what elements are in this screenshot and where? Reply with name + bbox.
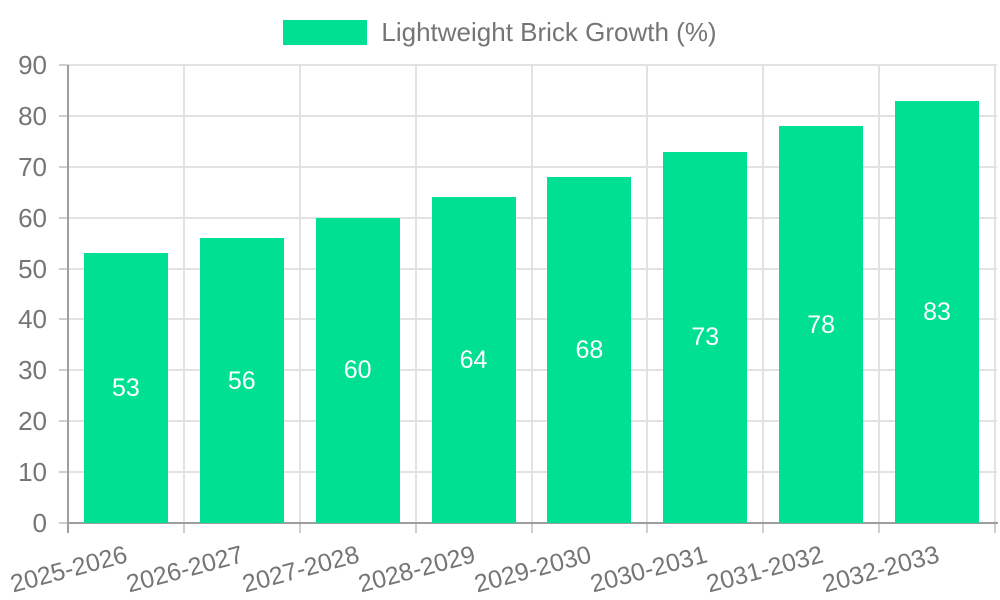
y-axis-tick bbox=[59, 267, 68, 270]
bar-value-label: 60 bbox=[343, 356, 372, 385]
x-tick-label: 2028-2029 bbox=[355, 540, 479, 599]
bar-value-label: 53 bbox=[112, 374, 140, 403]
y-axis-tick bbox=[59, 165, 68, 168]
x-axis-tick bbox=[762, 523, 765, 533]
bar[interactable] bbox=[547, 176, 632, 523]
y-tick-label: 90 bbox=[18, 50, 47, 80]
y-tick-label: 70 bbox=[18, 151, 47, 182]
y-gridline bbox=[68, 216, 997, 219]
x-axis-tick bbox=[298, 523, 301, 533]
x-tick-label: 2025-2026 bbox=[7, 540, 131, 599]
bar[interactable] bbox=[199, 238, 284, 523]
bar-value-label: 73 bbox=[691, 323, 720, 352]
bar[interactable] bbox=[895, 100, 980, 523]
y-tick-label: 10 bbox=[18, 457, 47, 488]
y-axis-tick bbox=[59, 114, 68, 117]
legend-item[interactable]: Lightweight Brick Growth (%) bbox=[0, 17, 1000, 48]
y-axis-tick bbox=[59, 64, 68, 66]
y-tick-label: 40 bbox=[18, 304, 47, 335]
x-gridline bbox=[414, 65, 417, 523]
legend-label: Lightweight Brick Growth (%) bbox=[381, 17, 717, 47]
y-gridline bbox=[68, 165, 997, 168]
bar-value-label: 83 bbox=[923, 297, 951, 326]
bar[interactable] bbox=[431, 197, 516, 523]
y-tick-label: 0 bbox=[32, 508, 47, 538]
x-tick-label: 2027-2028 bbox=[239, 540, 363, 599]
x-tick-label: 2032-2033 bbox=[818, 540, 942, 599]
y-gridline bbox=[68, 267, 997, 270]
y-axis-tick bbox=[59, 471, 68, 474]
x-gridline bbox=[994, 65, 996, 523]
x-axis-tick bbox=[182, 523, 185, 533]
bar[interactable] bbox=[315, 217, 400, 523]
y-tick-label: 60 bbox=[18, 202, 47, 233]
y-gridline bbox=[68, 64, 997, 66]
y-tick-label: 30 bbox=[18, 355, 47, 386]
x-axis-tick bbox=[994, 523, 996, 533]
x-axis-tick bbox=[530, 523, 533, 533]
bar-value-label: 68 bbox=[575, 335, 604, 364]
x-gridline bbox=[298, 65, 301, 523]
bar-value-label: 64 bbox=[459, 346, 488, 375]
y-gridline bbox=[68, 114, 997, 117]
bar[interactable] bbox=[779, 126, 864, 523]
bar-value-label: 78 bbox=[807, 310, 836, 339]
x-tick-label: 2030-2031 bbox=[587, 540, 710, 599]
x-gridline bbox=[646, 65, 649, 523]
bar-value-label: 56 bbox=[227, 366, 256, 395]
y-gridline bbox=[68, 369, 997, 372]
y-axis-tick bbox=[59, 420, 68, 423]
x-gridline bbox=[530, 65, 533, 523]
x-tick-label: 2029-2030 bbox=[471, 540, 595, 599]
bar[interactable] bbox=[663, 151, 748, 523]
y-axis-tick bbox=[59, 216, 68, 219]
y-axis-tick bbox=[59, 522, 68, 524]
y-axis-tick bbox=[59, 369, 68, 372]
x-gridline bbox=[878, 65, 881, 523]
y-axis-line bbox=[67, 65, 69, 533]
x-tick-label: 2031-2032 bbox=[703, 540, 826, 599]
x-axis-tick bbox=[646, 523, 649, 533]
y-gridline bbox=[68, 318, 997, 321]
y-gridline bbox=[68, 420, 997, 423]
y-axis-tick bbox=[59, 318, 68, 321]
y-tick-label: 80 bbox=[18, 100, 47, 131]
x-axis-line bbox=[68, 522, 998, 524]
x-gridline bbox=[182, 65, 185, 523]
legend-swatch-icon bbox=[283, 20, 368, 45]
bar[interactable] bbox=[83, 253, 168, 523]
x-tick-label: 2026-2027 bbox=[123, 540, 247, 599]
y-gridline bbox=[68, 471, 997, 474]
x-axis-tick bbox=[414, 523, 417, 533]
x-gridline bbox=[762, 65, 765, 523]
y-tick-label: 50 bbox=[18, 253, 47, 284]
y-tick-label: 20 bbox=[18, 406, 47, 437]
x-axis-tick bbox=[878, 523, 881, 533]
